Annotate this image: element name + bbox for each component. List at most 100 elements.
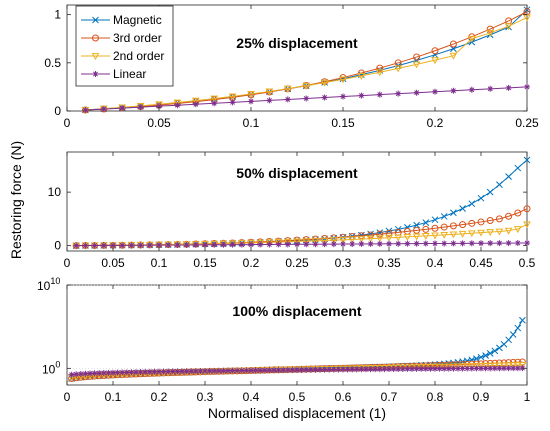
data-point-3rd-order [376, 230, 384, 238]
x-tick-label: 0.25 [285, 256, 309, 270]
x-tick-label: 0.25 [515, 116, 539, 130]
data-point-linear [202, 241, 208, 248]
data-point-linear [248, 241, 254, 248]
data-point-magnetic [459, 205, 466, 212]
legend-symbol-3rd-order [92, 34, 99, 42]
data-point-3rd-order [413, 53, 421, 61]
data-point-linear [376, 366, 383, 373]
data-point-linear [100, 369, 107, 376]
data-point-2nd-order [352, 365, 361, 373]
data-point-linear [330, 366, 337, 373]
legend-symbol-2nd-order [91, 53, 100, 61]
data-point-linear [514, 365, 521, 372]
data-point-2nd-order [302, 82, 311, 90]
x-tick-label: 0.35 [377, 256, 401, 270]
x-tick-label: 0.4 [427, 256, 444, 270]
data-point-2nd-order [449, 52, 458, 60]
data-point-linear [340, 93, 346, 100]
data-point-linear [340, 241, 346, 248]
x-tick-label: 0 [64, 390, 71, 404]
data-point-2nd-order [449, 231, 458, 239]
data-point-linear [413, 365, 420, 372]
data-point-linear [445, 365, 452, 372]
data-point-3rd-order [486, 25, 494, 33]
data-point-linear [105, 369, 112, 376]
data-point-linear [133, 369, 139, 376]
legend: Magnetic 3rd order 2nd order Linear [75, 5, 174, 87]
data-point-linear [151, 368, 158, 375]
data-point-2nd-order [431, 57, 439, 65]
data-point-2nd-order [477, 362, 485, 370]
legend-item-magnetic: Magnetic [81, 13, 162, 27]
data-point-linear [409, 365, 415, 372]
legend-label-3rd-order: 3rd order [113, 31, 162, 45]
data-point-linear [146, 368, 153, 375]
data-point-magnetic [519, 316, 526, 324]
data-point-linear [450, 365, 457, 372]
data-point-2nd-order [385, 234, 393, 242]
data-point-linear [202, 367, 208, 374]
data-point-linear [386, 366, 392, 373]
x-tick-label: 0.15 [193, 256, 217, 270]
data-point-2nd-order [339, 236, 347, 244]
data-point-linear [220, 367, 227, 374]
data-point-linear [487, 85, 494, 92]
data-point-3rd-order [495, 215, 503, 223]
data-point-3rd-order [459, 221, 467, 229]
data-point-2nd-order [302, 238, 311, 246]
data-point-linear [505, 84, 512, 91]
data-point-2nd-order [265, 88, 274, 96]
data-point-linear [367, 240, 374, 247]
data-point-linear [87, 370, 93, 377]
y-axis-label: Restoring force (N) [8, 141, 24, 259]
series-group-50 [72, 156, 531, 250]
data-point-linear [358, 366, 365, 373]
data-point-2nd-order [467, 230, 476, 238]
data-point-linear [229, 99, 236, 106]
data-point-linear [275, 367, 282, 374]
y-tick-label: 0.5 [44, 56, 61, 70]
data-point-linear [468, 86, 475, 93]
data-point-linear [482, 365, 489, 372]
data-point-linear [422, 365, 429, 372]
data-point-linear [169, 368, 176, 375]
data-point-2nd-order [431, 232, 439, 240]
x-ticks-50: 0 0.05 0.1 0.15 0.2 0.25 0.3 0.35 0.4 0.45 0.5 [64, 152, 536, 270]
data-point-linear [206, 367, 213, 374]
y-ticks-50: 0 10 [48, 185, 527, 253]
data-point-magnetic [505, 173, 512, 180]
data-point-2nd-order [504, 23, 513, 31]
data-point-linear [473, 365, 480, 372]
data-point-linear [376, 91, 383, 98]
data-point-2nd-order [320, 79, 329, 87]
data-point-3rd-order [385, 229, 393, 237]
x-tick-label: 0.2 [243, 256, 260, 270]
data-point-linear [257, 241, 264, 248]
data-point-linear [294, 241, 300, 248]
data-point-linear [294, 366, 300, 373]
data-point-linear [68, 371, 75, 378]
data-point-linear [73, 371, 80, 378]
data-point-linear [174, 102, 181, 109]
data-point-linear [229, 241, 236, 248]
data-point-magnetic [509, 331, 517, 338]
data-point-magnetic [514, 164, 522, 172]
data-point-linear [372, 366, 379, 373]
data-point-linear [395, 90, 402, 97]
y-ticks-25: 00.51 [44, 8, 527, 118]
data-point-2nd-order [366, 235, 375, 243]
data-point-linear [261, 367, 268, 374]
data-point-2nd-order [403, 233, 412, 241]
data-point-2nd-order [210, 95, 219, 103]
data-point-linear [284, 366, 291, 373]
data-point-3rd-order [431, 47, 439, 55]
data-point-2nd-order [394, 234, 403, 242]
y-ticks-100: 100 1010 [37, 276, 527, 376]
data-point-linear [100, 106, 107, 113]
data-point-2nd-order [201, 240, 209, 248]
data-point-2nd-order [523, 221, 531, 229]
legend-symbol-magnetic [92, 16, 99, 24]
data-point-linear [183, 368, 190, 375]
data-point-linear [77, 370, 84, 377]
